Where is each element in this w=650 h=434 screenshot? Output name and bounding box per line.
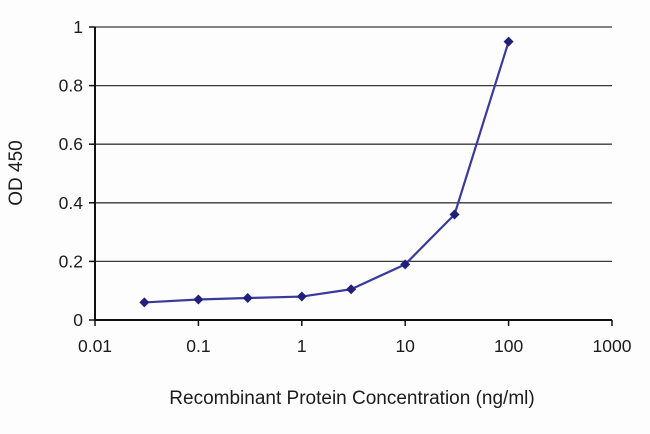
y-axis-title: OD 450 (6, 140, 27, 205)
axes (94, 27, 612, 321)
data-series (139, 36, 514, 308)
series-line (144, 41, 510, 304)
x-tick-label: 1 (297, 336, 307, 356)
data-point-marker (346, 284, 357, 295)
data-point-marker (242, 293, 253, 304)
data-point-marker (449, 209, 460, 220)
y-tick-label: 1 (73, 17, 83, 37)
x-tick-label: 1000 (593, 336, 632, 356)
data-point-marker (503, 36, 514, 47)
x-tick-label: 100 (494, 336, 523, 356)
y-tick-label: 0.4 (59, 193, 84, 213)
data-point-marker (296, 291, 307, 302)
y-tick-label: 0 (73, 310, 83, 330)
y-tick-labels: 0 0.2 0.4 0.6 0.8 1 (59, 17, 84, 330)
x-tick-label: 0.01 (78, 336, 112, 356)
x-tick-label: 10 (395, 336, 415, 356)
data-point-marker (400, 259, 411, 270)
gridlines (95, 26, 612, 263)
y-tick-label: 0.2 (59, 251, 83, 271)
x-tick-label: 0.1 (186, 336, 210, 356)
data-point-marker (193, 294, 204, 305)
x-axis-title: Recombinant Protein Concentration (ng/ml… (169, 388, 534, 409)
y-tick-label: 0.8 (59, 76, 83, 96)
tick-marks (89, 26, 613, 326)
data-point-marker (139, 297, 150, 308)
x-tick-labels: 0.01 0.1 1 10 100 1000 (78, 336, 632, 356)
y-tick-label: 0.6 (59, 134, 83, 154)
